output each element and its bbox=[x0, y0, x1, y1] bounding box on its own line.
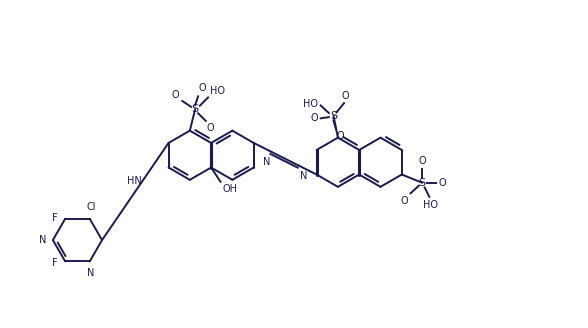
Text: HO: HO bbox=[423, 200, 438, 210]
Text: O: O bbox=[342, 91, 349, 101]
Text: S: S bbox=[192, 104, 199, 114]
Text: O: O bbox=[199, 83, 206, 93]
Text: S: S bbox=[330, 111, 337, 121]
Text: Cl: Cl bbox=[86, 202, 96, 212]
Text: O: O bbox=[400, 195, 408, 206]
Text: F: F bbox=[52, 213, 58, 223]
Text: N: N bbox=[263, 157, 270, 167]
Text: HN: HN bbox=[127, 176, 142, 186]
Text: O: O bbox=[171, 90, 179, 100]
Text: N: N bbox=[300, 171, 308, 181]
Text: O: O bbox=[207, 123, 215, 133]
Text: O: O bbox=[419, 156, 426, 166]
Text: O: O bbox=[310, 113, 318, 123]
Text: N: N bbox=[39, 235, 46, 245]
Text: HO: HO bbox=[303, 99, 318, 109]
Text: F: F bbox=[52, 257, 58, 268]
Text: HO: HO bbox=[211, 86, 225, 96]
Text: S: S bbox=[419, 178, 426, 188]
Text: OH: OH bbox=[222, 184, 238, 194]
Text: N: N bbox=[86, 268, 94, 278]
Text: O: O bbox=[336, 131, 344, 141]
Text: O: O bbox=[439, 178, 446, 188]
